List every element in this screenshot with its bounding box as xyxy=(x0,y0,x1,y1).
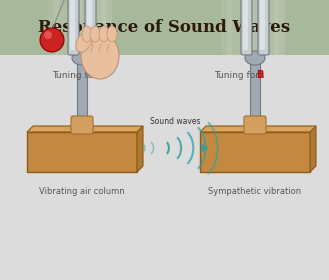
FancyBboxPatch shape xyxy=(101,0,112,55)
FancyBboxPatch shape xyxy=(48,0,59,55)
Ellipse shape xyxy=(99,26,109,42)
FancyBboxPatch shape xyxy=(243,0,248,50)
FancyBboxPatch shape xyxy=(274,0,285,55)
Polygon shape xyxy=(27,126,143,132)
FancyBboxPatch shape xyxy=(68,0,79,55)
FancyBboxPatch shape xyxy=(221,0,232,55)
FancyBboxPatch shape xyxy=(268,0,279,55)
FancyBboxPatch shape xyxy=(85,0,96,55)
Polygon shape xyxy=(310,126,316,172)
Text: Sympathetic vibration: Sympathetic vibration xyxy=(209,188,302,197)
Text: A: A xyxy=(94,70,102,80)
FancyBboxPatch shape xyxy=(238,0,249,55)
FancyBboxPatch shape xyxy=(78,62,88,120)
Text: Resonance of Sound Waves: Resonance of Sound Waves xyxy=(38,20,290,36)
FancyBboxPatch shape xyxy=(241,0,252,55)
FancyBboxPatch shape xyxy=(260,0,265,50)
FancyBboxPatch shape xyxy=(65,0,76,55)
Circle shape xyxy=(40,28,64,52)
Circle shape xyxy=(44,31,52,39)
Ellipse shape xyxy=(82,26,92,42)
Text: Tuning fork: Tuning fork xyxy=(214,71,267,80)
Text: Vibrating air column: Vibrating air column xyxy=(39,188,125,197)
Ellipse shape xyxy=(81,33,119,79)
Ellipse shape xyxy=(72,51,92,65)
FancyBboxPatch shape xyxy=(227,0,238,55)
FancyBboxPatch shape xyxy=(258,0,269,55)
Text: Tuning fork: Tuning fork xyxy=(52,71,105,80)
FancyBboxPatch shape xyxy=(250,62,261,120)
Text: Sound waves: Sound waves xyxy=(150,118,200,127)
Polygon shape xyxy=(137,126,143,172)
FancyBboxPatch shape xyxy=(54,0,65,55)
Bar xyxy=(0,0,329,55)
FancyBboxPatch shape xyxy=(257,0,268,55)
FancyBboxPatch shape xyxy=(71,116,93,134)
Bar xyxy=(0,55,329,280)
Ellipse shape xyxy=(107,26,117,42)
Ellipse shape xyxy=(90,26,100,42)
FancyBboxPatch shape xyxy=(87,0,92,50)
FancyBboxPatch shape xyxy=(244,0,255,55)
FancyBboxPatch shape xyxy=(95,0,106,55)
FancyBboxPatch shape xyxy=(244,116,266,134)
Text: B: B xyxy=(256,70,264,80)
Bar xyxy=(200,132,310,172)
FancyBboxPatch shape xyxy=(70,0,75,50)
Ellipse shape xyxy=(245,51,265,65)
FancyBboxPatch shape xyxy=(84,0,95,55)
Ellipse shape xyxy=(76,32,92,52)
Polygon shape xyxy=(200,126,316,132)
FancyBboxPatch shape xyxy=(251,0,262,55)
FancyBboxPatch shape xyxy=(71,0,82,55)
Bar xyxy=(27,132,137,172)
FancyBboxPatch shape xyxy=(78,0,89,55)
